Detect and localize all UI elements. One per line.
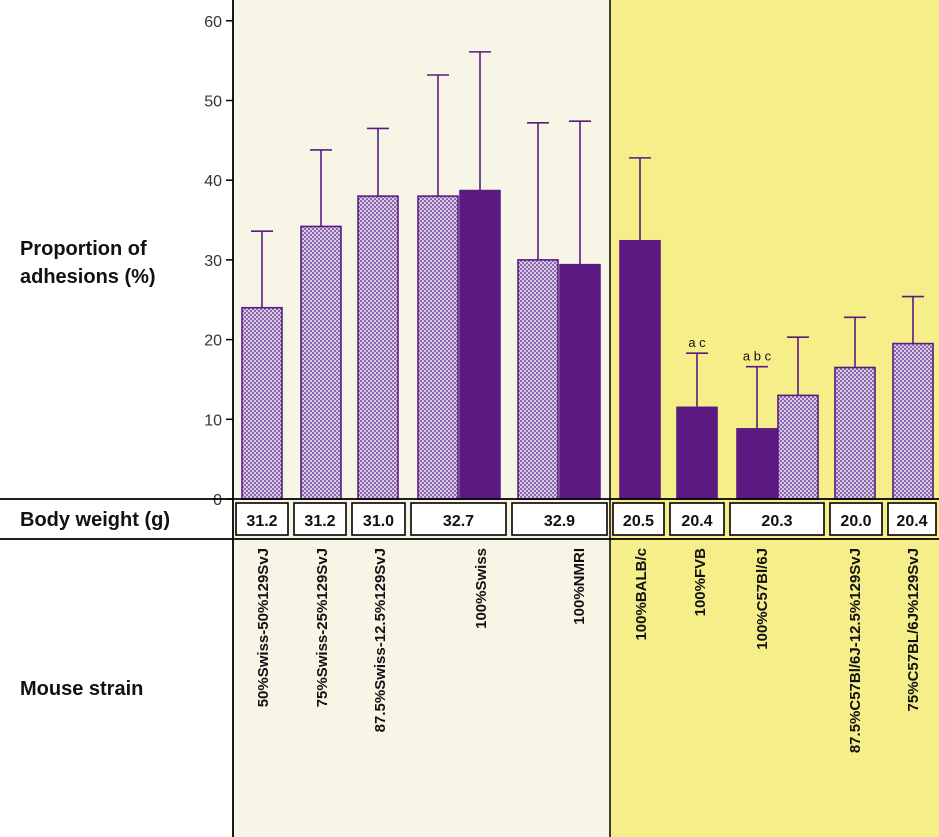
body-weight-row-label: Body weight (g) — [20, 509, 170, 531]
bar-hatched — [300, 225, 342, 500]
strain-label: 100%C57Bl/6J — [754, 548, 771, 650]
weight-value: 31.0 — [363, 513, 394, 530]
bar-solid — [559, 263, 601, 500]
strain-label: 100%BALB/c — [633, 548, 650, 641]
bar-solid — [459, 189, 501, 500]
weight-cell — [511, 502, 608, 536]
y-tick-label: 30 — [204, 253, 222, 270]
bars-layer: a ca b c — [241, 51, 934, 500]
strain-label: 100%NMRI — [571, 548, 588, 625]
bar-hatched — [777, 394, 819, 500]
bar-hatched — [517, 259, 559, 500]
y-tick-label: 0 — [213, 492, 222, 509]
strain-label: 100%Swiss — [473, 548, 490, 629]
y-tick-label: 50 — [204, 94, 222, 111]
bar-hatched — [417, 195, 459, 500]
y-axis-ticks: 0 10 20 30 40 50 60 — [204, 14, 233, 509]
weight-cell — [235, 502, 289, 536]
strain-label: 87.5%C57Bl/6J-12.5%129SvJ — [847, 548, 864, 753]
weight-cell — [669, 502, 725, 536]
strain-labels: 50%Swiss-50%129SvJ 75%Swiss-25%129SvJ 87.5… — [255, 548, 922, 753]
significance-annotation: a b c — [743, 349, 772, 364]
y-tick-label: 20 — [204, 333, 222, 350]
weight-cell — [410, 502, 507, 536]
weight-value: 20.4 — [896, 513, 927, 530]
weight-cell — [612, 502, 665, 536]
strain-label: 75%Swiss-25%129SvJ — [314, 548, 331, 707]
weight-cell — [887, 502, 937, 536]
weight-value: 32.9 — [544, 513, 575, 530]
y-tick-label: 10 — [204, 412, 222, 429]
weight-value: 31.2 — [246, 513, 277, 530]
bar-solid — [736, 428, 778, 500]
weight-cell — [729, 502, 825, 536]
mouse-strain-row-label: Mouse strain — [20, 678, 143, 700]
bar-hatched — [892, 342, 934, 500]
weight-value: 20.5 — [623, 513, 654, 530]
weight-value: 32.7 — [443, 513, 474, 530]
weight-value: 31.2 — [304, 513, 335, 530]
weight-cell — [351, 502, 406, 536]
bar-hatched — [357, 195, 399, 500]
strain-label: 75%C57BL/6J%129SvJ — [905, 548, 922, 711]
strain-label: 50%Swiss-50%129SvJ — [255, 548, 272, 707]
weight-value: 20.4 — [681, 513, 712, 530]
strain-label: 100%FVB — [692, 548, 709, 617]
weight-cells: 31.2 31.2 31.0 32.7 32.9 20.5 20.4 20.3 20.0 20.4 — [235, 502, 937, 536]
y-tick-label: 40 — [204, 173, 222, 190]
strain-label: 87.5%Swiss-12.5%129SvJ — [372, 548, 389, 732]
weight-cell — [293, 502, 347, 536]
weight-value: 20.0 — [840, 513, 871, 530]
y-tick-label: 60 — [204, 14, 222, 31]
significance-annotation: a c — [688, 335, 706, 350]
bar-hatched — [834, 366, 876, 500]
weight-cell — [829, 502, 883, 536]
bar-hatched — [241, 306, 283, 500]
bar-solid — [676, 406, 718, 500]
bar-solid — [619, 239, 661, 500]
y-axis-label-line1: Proportion of — [20, 238, 147, 260]
weight-value: 20.3 — [761, 513, 792, 530]
right-panel-background — [610, 0, 939, 837]
y-axis-label-line2: adhesions (%) — [20, 266, 156, 288]
